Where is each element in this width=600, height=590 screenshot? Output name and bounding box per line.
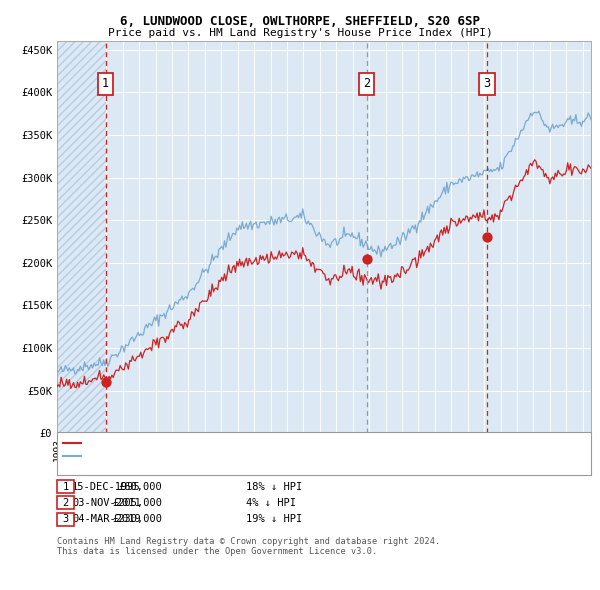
Text: 2: 2 — [62, 498, 68, 507]
Text: Contains HM Land Registry data © Crown copyright and database right 2024.
This d: Contains HM Land Registry data © Crown c… — [57, 537, 440, 556]
Text: 15-DEC-1995: 15-DEC-1995 — [72, 482, 141, 491]
Text: 03-NOV-2011: 03-NOV-2011 — [72, 498, 141, 507]
Text: 3: 3 — [62, 514, 68, 524]
Text: 1: 1 — [62, 482, 68, 491]
Text: 19% ↓ HPI: 19% ↓ HPI — [246, 514, 302, 524]
Point — [482, 232, 492, 242]
Point — [101, 378, 110, 387]
Text: 4% ↓ HPI: 4% ↓ HPI — [246, 498, 296, 507]
Text: 18% ↓ HPI: 18% ↓ HPI — [246, 482, 302, 491]
Text: 6, LUNDWOOD CLOSE, OWLTHORPE, SHEFFIELD, S20 6SP: 6, LUNDWOOD CLOSE, OWLTHORPE, SHEFFIELD,… — [120, 15, 480, 28]
Text: 2: 2 — [363, 77, 370, 90]
Text: £60,000: £60,000 — [118, 482, 162, 491]
Text: £230,000: £230,000 — [112, 514, 162, 524]
Text: Price paid vs. HM Land Registry's House Price Index (HPI): Price paid vs. HM Land Registry's House … — [107, 28, 493, 38]
Text: 6, LUNDWOOD CLOSE, OWLTHORPE, SHEFFIELD, S20 6SP (detached house): 6, LUNDWOOD CLOSE, OWLTHORPE, SHEFFIELD,… — [84, 438, 458, 447]
Text: 1: 1 — [102, 77, 109, 90]
Text: HPI: Average price, detached house, Sheffield: HPI: Average price, detached house, Shef… — [84, 451, 343, 460]
Text: £205,000: £205,000 — [112, 498, 162, 507]
Text: 3: 3 — [484, 77, 491, 90]
Text: 04-MAR-2019: 04-MAR-2019 — [72, 514, 141, 524]
Point — [362, 254, 371, 263]
